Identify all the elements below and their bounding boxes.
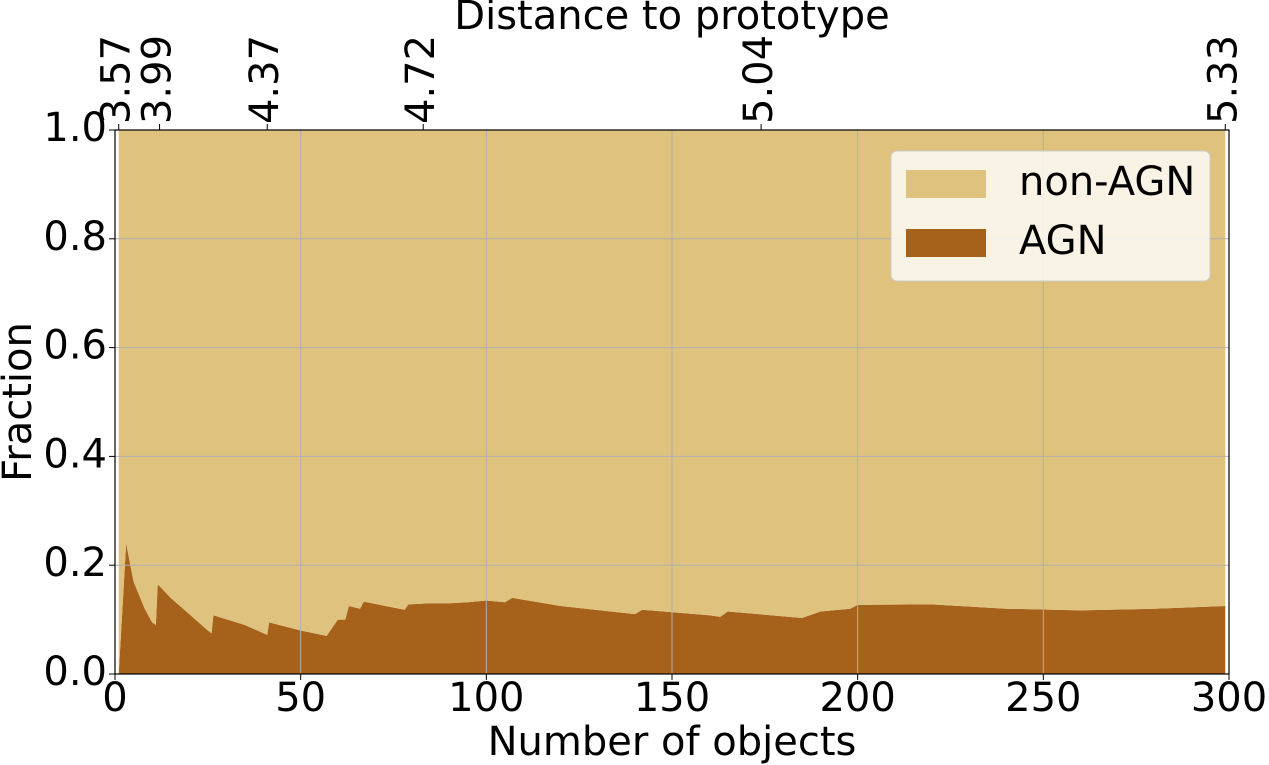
x-tick-label: 50 (275, 675, 326, 721)
x2-tick-label: 4.72 (398, 35, 444, 124)
x-tick-label: 0 (102, 675, 127, 721)
x2-tick-label: 5.33 (1200, 35, 1246, 124)
y-tick-label: 0.4 (43, 431, 107, 477)
y-tick-label: 0.8 (43, 214, 107, 260)
x2-tick-label: 5.04 (736, 35, 782, 124)
x2-axis-title: Distance to prototype (454, 0, 889, 39)
x-axis-title: Number of objects (488, 719, 857, 765)
y-axis-title: Fraction (0, 322, 41, 482)
x-tick-label: 200 (819, 675, 895, 721)
x-tick-label: 150 (634, 675, 710, 721)
area (118, 543, 1226, 674)
y-tick-label: 0.2 (43, 540, 107, 586)
y-tick-label: 1.0 (43, 105, 107, 151)
legend-swatch (906, 170, 986, 198)
x-tick-label: 250 (1005, 675, 1081, 721)
y-tick-label: 0.6 (43, 323, 107, 369)
x2-tick-label: 3.57 (94, 35, 140, 124)
x2-tick-label: 3.99 (135, 35, 181, 124)
legend-label: non-AGN (1019, 159, 1195, 205)
x2-tick-label: 4.37 (242, 35, 288, 124)
legend-swatch (906, 229, 986, 257)
x-tick-label: 100 (448, 675, 524, 721)
x-tick-label: 300 (1191, 675, 1267, 721)
legend-label: AGN (1019, 218, 1107, 264)
y-tick-label: 0.0 (43, 649, 107, 695)
